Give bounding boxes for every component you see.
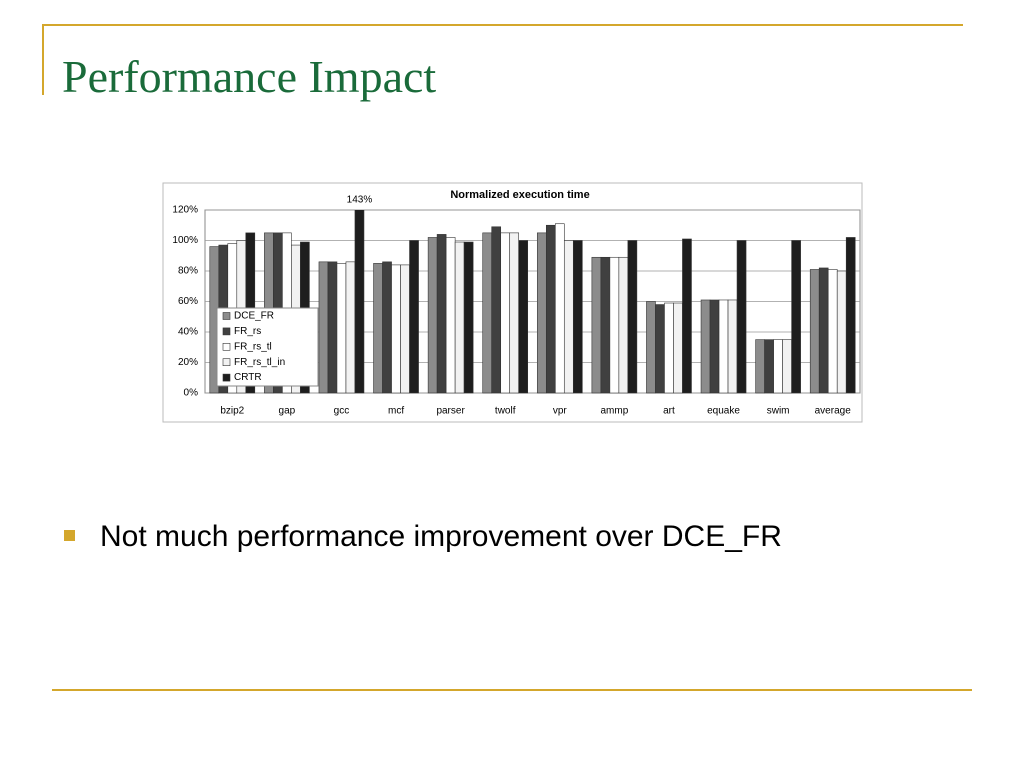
legend-label: FR_rs_tl [234, 341, 272, 352]
bar [773, 339, 783, 394]
bar [791, 240, 801, 394]
bar [327, 261, 338, 394]
bar [536, 232, 547, 394]
bar [436, 234, 447, 394]
x-tick-label: twolf [495, 406, 516, 417]
bar [664, 302, 674, 394]
x-tick-label: average [815, 406, 852, 417]
bar [500, 232, 511, 394]
bar [318, 261, 329, 394]
legend [216, 307, 319, 387]
bar [427, 237, 438, 394]
bar [482, 232, 493, 394]
legend-label: CRTR [234, 372, 262, 383]
y-tick-label: 80% [178, 266, 198, 277]
bar [655, 304, 665, 394]
bar [782, 339, 792, 394]
bar [755, 339, 765, 394]
bar [709, 299, 720, 394]
bar [727, 299, 738, 394]
bar [491, 226, 502, 394]
bar [373, 263, 383, 394]
bar [591, 256, 602, 394]
data-label: 143% [347, 195, 373, 206]
bar [809, 269, 820, 394]
bar [682, 238, 692, 394]
bar [818, 267, 829, 394]
bar [572, 240, 583, 394]
legend-swatch [222, 327, 231, 336]
x-tick-label: gap [279, 406, 296, 417]
bar [836, 270, 847, 394]
legend-label: FR_rs [234, 326, 261, 337]
bar [400, 264, 410, 394]
bar [463, 241, 474, 394]
bar [354, 210, 365, 394]
bar [609, 256, 620, 394]
y-tick-label: 100% [172, 235, 198, 246]
x-tick-label: gcc [334, 406, 350, 417]
legend-swatch [222, 358, 231, 367]
x-tick-label: swim [767, 406, 790, 417]
x-tick-label: art [663, 406, 675, 417]
bar [673, 302, 683, 394]
bar [518, 240, 529, 394]
y-tick-label: 40% [178, 327, 198, 338]
y-tick-label: 60% [178, 296, 198, 307]
legend-label: FR_rs_tl_in [234, 357, 285, 368]
x-tick-label: ammp [600, 406, 628, 417]
x-tick-label: mcf [388, 406, 404, 417]
bar [618, 256, 629, 394]
bar [409, 240, 419, 394]
bullet-marker [64, 530, 75, 541]
legend-swatch [222, 373, 231, 382]
bar [382, 261, 392, 394]
chart: Normalized execution time 0% 20% 40% 60% 80%… [162, 182, 863, 423]
bar [554, 223, 565, 394]
bar [345, 261, 356, 394]
bar [827, 269, 838, 394]
legend-swatch [222, 312, 231, 320]
bar [646, 301, 656, 394]
bar [600, 256, 611, 394]
x-tick-label: parser [436, 406, 465, 417]
bar [391, 264, 401, 394]
bar [764, 339, 774, 394]
bar [718, 299, 729, 394]
legend-label: DCE_FR [234, 311, 274, 322]
bar [845, 237, 856, 394]
bar [454, 241, 465, 394]
y-tick-label: 0% [184, 388, 199, 399]
x-tick-label: bzip2 [220, 406, 244, 417]
bar [545, 224, 556, 394]
slide-title: Performance Impact [62, 51, 436, 102]
bar [336, 263, 347, 394]
bar [736, 240, 747, 394]
bullet-text: Not much performance improvement over DC… [100, 520, 782, 553]
x-tick-label: equake [707, 406, 740, 417]
x-tick-label: vpr [553, 406, 568, 417]
legend-swatch [222, 342, 231, 351]
bar [445, 237, 456, 394]
bar [700, 299, 711, 394]
y-tick-label: 20% [178, 357, 198, 368]
bar [563, 240, 574, 394]
chart-title: Normalized execution time [450, 189, 589, 201]
y-tick-label: 120% [172, 205, 198, 216]
bar [509, 232, 520, 394]
bar [627, 240, 638, 394]
